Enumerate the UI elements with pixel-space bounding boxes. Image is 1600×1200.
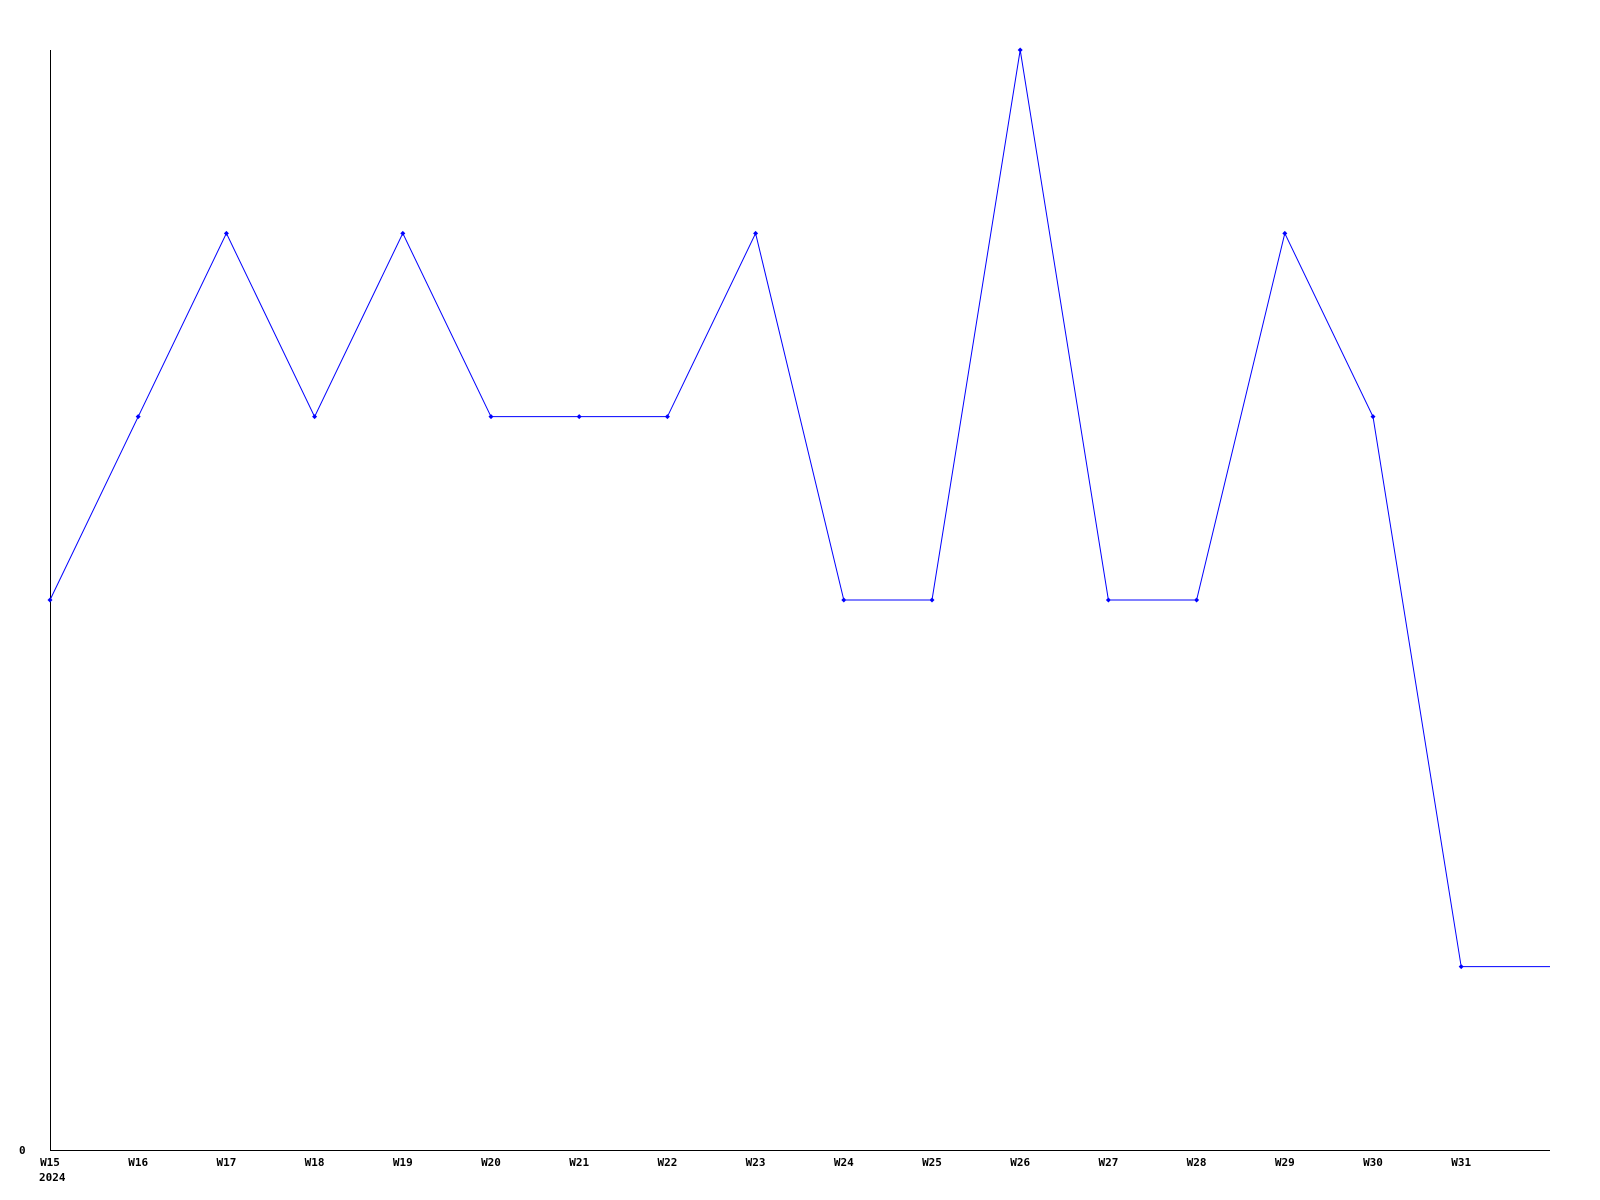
data-point-W21: [576, 414, 582, 420]
data-point-W19: [400, 230, 406, 236]
x-tick-label: W22: [657, 1156, 677, 1169]
data-point-W16: [135, 414, 141, 420]
x-tick-label: W16: [128, 1156, 148, 1169]
x-tick-label: W21: [569, 1156, 589, 1169]
data-point-W18: [312, 414, 318, 420]
y-tick-label: 0: [19, 1144, 26, 1157]
data-point-W25: [929, 597, 935, 603]
series-line: [49, 49, 1550, 968]
x-tick-label: W20: [481, 1156, 501, 1169]
x-tick-label: W18: [305, 1156, 325, 1169]
data-point-W28: [1194, 597, 1200, 603]
data-point-W20: [488, 414, 494, 420]
x-year-label: 2024: [39, 1171, 66, 1184]
data-point-W24: [841, 597, 847, 603]
data-point-W26: [1017, 47, 1023, 53]
x-tick-label: W30: [1363, 1156, 1383, 1169]
data-point-W17: [223, 230, 229, 236]
x-tick-label: W17: [216, 1156, 236, 1169]
x-tick-label: W25: [922, 1156, 942, 1169]
x-tick-label: W26: [1010, 1156, 1030, 1169]
x-tick-label: W31: [1451, 1156, 1471, 1169]
x-tick-label: W28: [1187, 1156, 1207, 1169]
data-point-W27: [1105, 597, 1111, 603]
data-point-W23: [753, 230, 759, 236]
x-tick-label: W23: [746, 1156, 766, 1169]
data-point-W15: [47, 597, 53, 603]
data-point-W29: [1282, 230, 1288, 236]
x-tick-label: W29: [1275, 1156, 1295, 1169]
x-tick-label: W27: [1098, 1156, 1118, 1169]
data-point-W30: [1370, 414, 1376, 420]
x-tick-label: W15: [40, 1156, 60, 1169]
data-point-W31: [1458, 964, 1464, 970]
data-point-W22: [664, 414, 670, 420]
x-tick-label: W19: [393, 1156, 413, 1169]
x-tick-label: W24: [834, 1156, 854, 1169]
